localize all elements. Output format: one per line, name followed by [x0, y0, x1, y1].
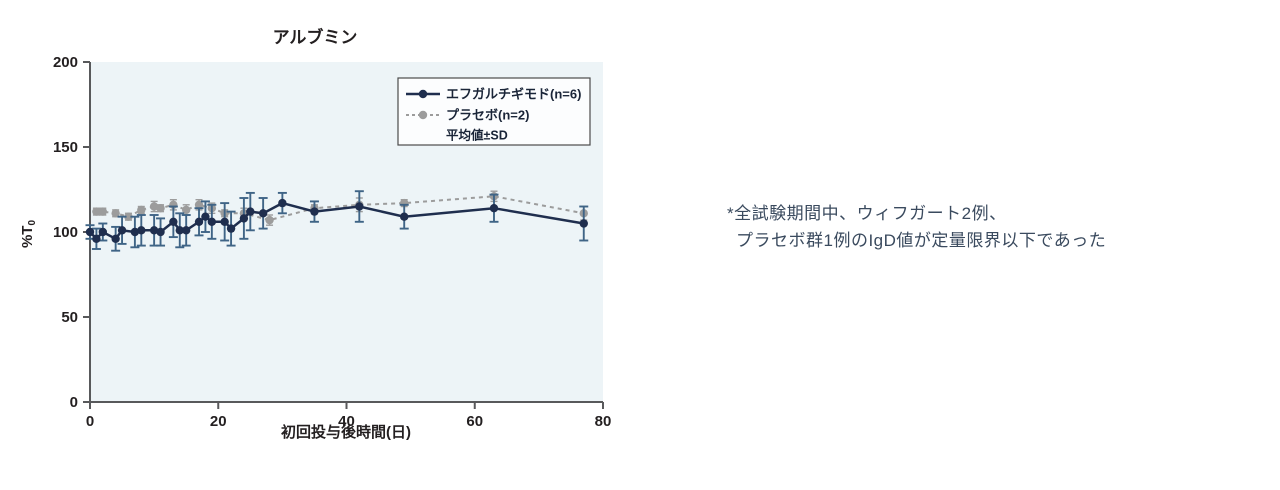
data-point	[201, 212, 210, 221]
data-point	[181, 205, 191, 215]
x-tick-label: 80	[595, 413, 612, 430]
data-point	[156, 227, 165, 237]
data-point	[207, 217, 217, 226]
data-point	[85, 227, 95, 237]
legend-item-efgartigimod: エフガルチギモド(n=6)	[406, 87, 581, 102]
chart-title: アルブミン	[273, 27, 358, 47]
data-point	[310, 207, 319, 216]
data-point	[92, 207, 101, 216]
data-point	[137, 226, 146, 235]
legend-marker-efgartigimod	[418, 89, 428, 99]
y-axis-ticks: 0 50 100 150 200	[53, 54, 90, 411]
data-point	[194, 200, 204, 209]
y-tick-label: 0	[70, 394, 78, 411]
x-tick-label: 40	[338, 413, 355, 430]
data-point	[98, 207, 108, 216]
data-point	[579, 219, 588, 228]
legend-box	[397, 77, 591, 146]
y-axis-label: %T0	[19, 220, 38, 249]
data-point	[489, 204, 499, 213]
data-point	[92, 234, 101, 243]
data-point	[175, 226, 184, 235]
y-tick-label: 100	[53, 224, 78, 241]
y-tick-label: 50	[61, 309, 78, 326]
data-point	[124, 212, 133, 221]
y-tick-label: 150	[53, 139, 78, 156]
data-point	[117, 226, 127, 235]
footnote-line-2: プラセボ群1例のIgD値が定量限界以下であった	[736, 231, 1107, 250]
y-axis-label-subscript: 0	[27, 220, 38, 226]
footnote-line-1: *全試験期間中、ウィフガート2例、	[727, 204, 1007, 223]
series-efgartigimod	[85, 190, 589, 252]
chart-area: 0 50 100 150 200 0 20 40 60 80 アルブミン %T0 初回投与後時間(…	[19, 27, 612, 441]
legend-marker-placebo	[418, 110, 428, 120]
legend-label: エフガルチギモド(n=6)	[446, 87, 581, 102]
data-point	[149, 202, 159, 211]
data-point	[355, 202, 364, 211]
x-axis-label: 初回投与後時間(日)	[281, 423, 411, 441]
x-tick-label: 60	[466, 413, 483, 430]
data-point	[400, 212, 409, 221]
footnote: *全試験期間中、ウィフガート2例、 プラセボ群1例のIgD値が定量限界以下であっ…	[727, 200, 1106, 254]
y-tick-label: 200	[53, 54, 78, 71]
data-point	[111, 234, 120, 243]
data-point	[226, 224, 236, 233]
data-point	[265, 215, 274, 225]
data-point	[111, 209, 120, 218]
y-axis-label-main: %T	[19, 226, 36, 249]
data-point	[130, 227, 140, 237]
data-point	[239, 214, 249, 223]
x-tick-label: 20	[210, 413, 227, 430]
data-point	[98, 227, 108, 237]
data-point	[137, 205, 146, 215]
x-tick-label: 0	[86, 413, 94, 430]
data-point	[258, 209, 268, 218]
data-point	[246, 207, 255, 216]
data-point	[181, 226, 191, 235]
data-point	[194, 217, 204, 226]
data-point	[169, 217, 178, 226]
data-point	[220, 217, 229, 226]
legend: エフガルチギモド(n=6) プラセボ(n=2) 平均値±SD	[397, 77, 591, 146]
legend-item-note: 平均値±SD	[446, 128, 508, 143]
data-point	[278, 198, 287, 208]
legend-item-placebo: プラセボ(n=2)	[406, 108, 529, 123]
data-point	[149, 226, 159, 235]
legend-label: プラセボ(n=2)	[446, 108, 529, 123]
data-point	[156, 204, 165, 213]
x-axis-ticks: 0 20 40 60 80	[86, 402, 612, 430]
legend-label: 平均値±SD	[446, 128, 508, 143]
